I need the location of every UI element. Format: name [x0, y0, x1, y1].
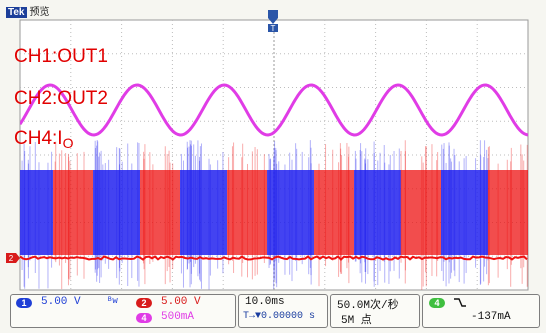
ch4-label: CH4:IO — [14, 128, 73, 150]
ch1-bandwidth-icon: ᴮw — [107, 296, 118, 306]
ch4-badge: 4 — [136, 313, 152, 323]
trigger-panel[interactable]: 4 -137mA — [422, 294, 540, 328]
acquisition-panel[interactable]: 50.0M次/秒 5M 点 — [330, 294, 420, 328]
record-length-readout: 5M 点 — [341, 311, 372, 327]
pwm-burst-segment — [227, 170, 267, 255]
channel-settings-panel[interactable]: 1 5.00 V ᴮw 2 5.00 V 4 500mA — [10, 294, 236, 328]
trigger-level-readout: -137mA — [471, 311, 511, 323]
ch1-label: CH1:OUT1 — [14, 46, 108, 68]
ch4-scale: 500mA — [161, 311, 194, 323]
pwm-burst-segment — [314, 170, 354, 255]
trigger-position-readout: T→▼0.00000 s — [243, 311, 315, 322]
ch2-ground-marker[interactable]: 2 — [6, 253, 20, 263]
ch1-badge: 1 — [16, 298, 32, 308]
pwm-burst-segment — [542, 170, 546, 255]
ch4-label-subscript: O — [63, 135, 74, 151]
ch2-label: CH2:OUT2 — [14, 88, 108, 110]
ch2-badge: 2 — [136, 298, 152, 308]
pwm-burst-segment — [401, 170, 441, 255]
pwm-burst-segment — [528, 170, 542, 255]
ch4-label-prefix: CH4:I — [14, 128, 63, 149]
trigger-marker-label: T — [271, 24, 276, 33]
falling-edge-icon — [453, 297, 467, 308]
ch2-ground-marker-label: 2 — [9, 254, 14, 263]
pwm-burst-segment — [107, 170, 140, 255]
ch2-scale: 5.00 V — [161, 296, 201, 308]
pwm-burst-segment — [140, 170, 180, 255]
ch1-scale: 5.00 V — [41, 296, 81, 308]
timebase-readout: 10.0ms — [245, 296, 285, 308]
sample-rate-readout: 50.0M次/秒 — [337, 296, 399, 312]
trigger-source-badge: 4 — [429, 298, 445, 308]
pwm-burst-segment — [455, 170, 488, 255]
readout-panel: 1 5.00 V ᴮw 2 5.00 V 4 500mA 10.0ms T→▼0… — [10, 294, 539, 328]
horizontal-panel[interactable]: 10.0ms T→▼0.00000 s — [238, 294, 328, 328]
